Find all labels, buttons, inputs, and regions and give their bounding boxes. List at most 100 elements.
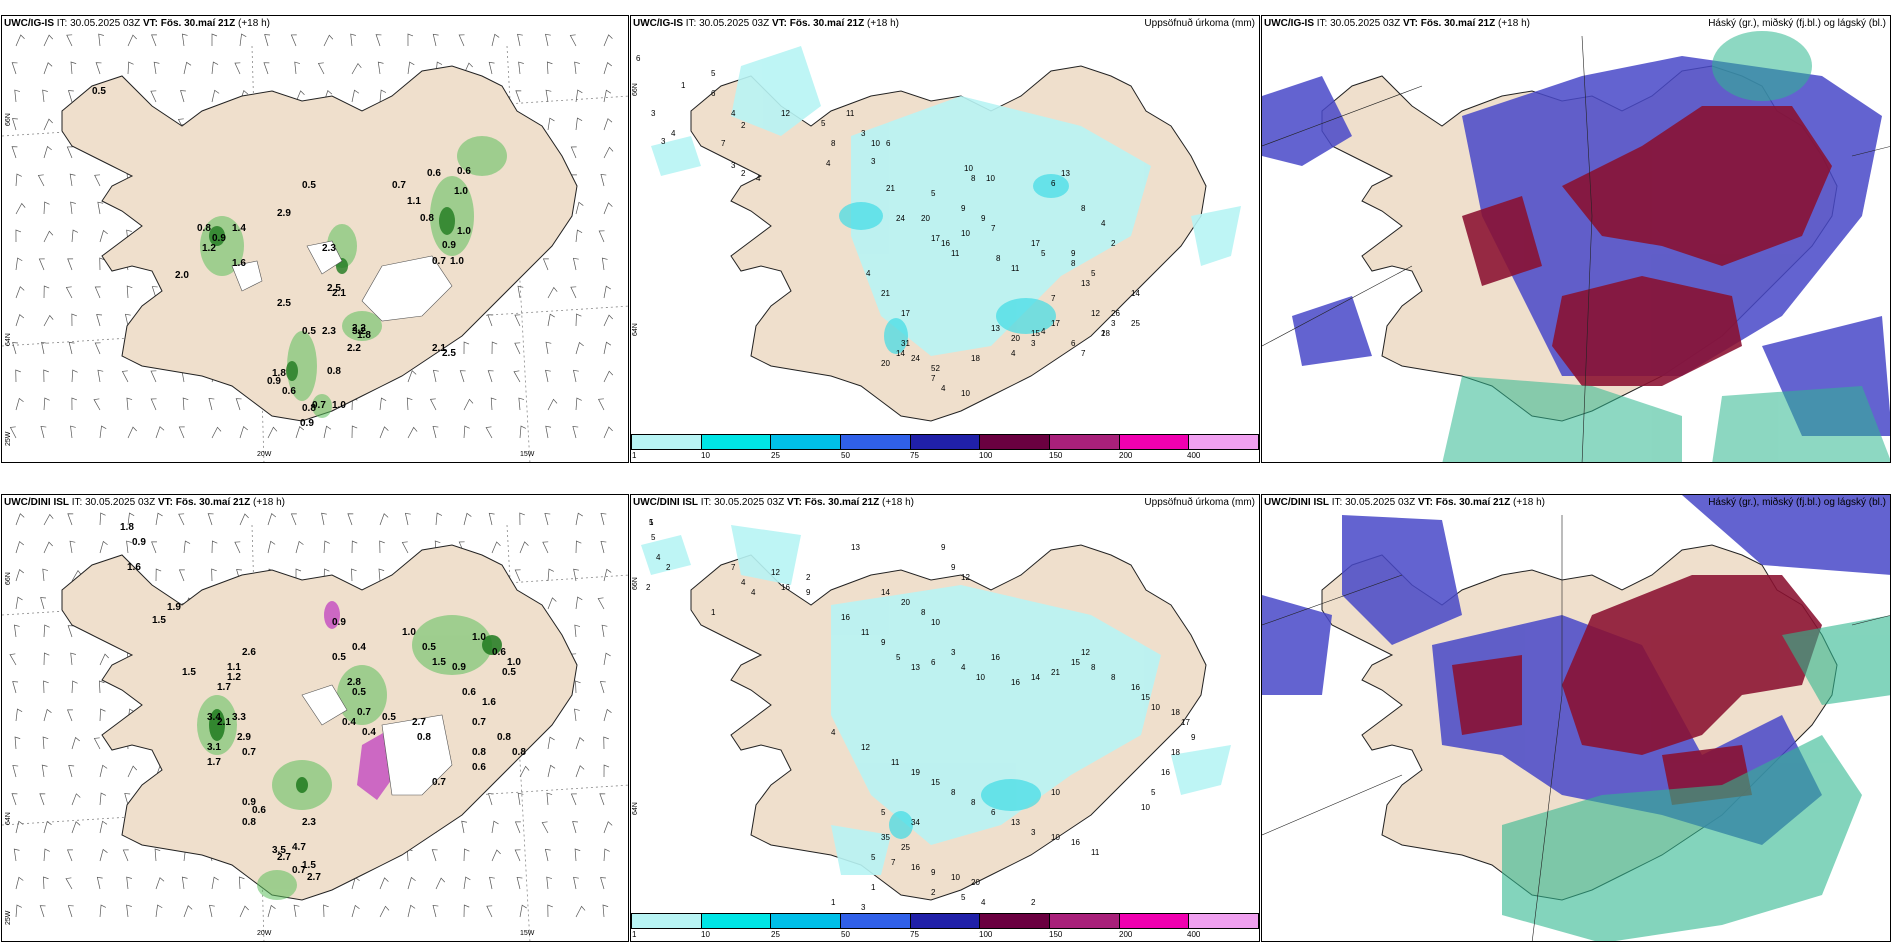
valid-time: Fös. 30.maí 21Z (789, 18, 865, 29)
map-value-label: 0.8 (197, 223, 211, 234)
map-value-label: 3 (1031, 339, 1036, 348)
map-value-label: 16 (1131, 683, 1140, 692)
wind-barb (98, 33, 104, 47)
wind-barb (15, 596, 23, 610)
wind-barb (66, 146, 73, 159)
map-value-label: 20 (881, 359, 890, 368)
map-value-label: 0.9 (442, 240, 456, 251)
wind-barb (574, 708, 580, 722)
wind-barb (40, 425, 47, 439)
map-value-label: 6 (886, 139, 891, 148)
map-value-label: 10 (931, 618, 940, 627)
wind-barb (263, 62, 270, 75)
wind-barb (518, 61, 524, 75)
wind-barb (95, 62, 102, 75)
colorbar-tick: 10 (701, 930, 710, 939)
map-value-label: 0.9 (452, 662, 466, 673)
wind-barb (574, 624, 581, 638)
map-value-label: 10 (961, 229, 970, 238)
map-value-label: 4 (826, 159, 831, 168)
wind-barb (351, 568, 357, 582)
wind-barb (122, 849, 129, 862)
wind-barb (487, 314, 494, 327)
map-value-label: 4 (941, 384, 946, 393)
map-value-label: 4 (656, 553, 661, 562)
map-value-label: 2.2 (352, 323, 366, 334)
lead-time: (+18 h) (1513, 497, 1545, 508)
wind-barb (180, 90, 186, 103)
iceland-land (61, 544, 578, 901)
wind-barb (42, 89, 48, 103)
map-value-label: 17 (1181, 718, 1190, 727)
wind-barb (600, 512, 607, 526)
wind-barb (264, 34, 271, 47)
wind-barb (69, 540, 76, 554)
wind-barb (150, 398, 157, 411)
wind-barb (99, 820, 108, 834)
valid-time: Fös. 30.maí 21Z (1435, 497, 1511, 508)
field-label: Uppsöfnuð úrkoma (mm) (1144, 18, 1255, 29)
wind-barb (14, 89, 21, 103)
map-value-label: 10 (964, 164, 973, 173)
wind-barb (544, 848, 551, 862)
map-value-label: 18 (1101, 329, 1110, 338)
wind-barb (99, 708, 106, 722)
lat-label: 66N (5, 572, 12, 585)
colorbar-tick: 25 (771, 451, 780, 460)
map-value-label: 14 (881, 588, 890, 597)
panel-title: UWC/IG-IS IT: 30.05.2025 03Z VT: Fös. 30… (4, 18, 270, 29)
wind-barb (11, 62, 18, 75)
wind-barb (603, 314, 613, 327)
wind-barb (15, 904, 22, 918)
wind-barb (575, 397, 582, 411)
wind-barb (575, 201, 584, 215)
wind-barb (211, 33, 218, 47)
wind-barb (66, 34, 73, 47)
colorbar-tick: 50 (841, 451, 850, 460)
map-value-label: 4 (731, 109, 736, 118)
wind-map-svg: 0.50.5 0.70.6 0.61.10.81.01.00.90.80.91.41… (2, 33, 628, 462)
wind-barb (43, 314, 54, 327)
lat-label: 66N (5, 113, 12, 126)
wind-barb (546, 792, 553, 806)
wind-barb (43, 513, 54, 526)
wind-barb (96, 314, 103, 327)
model-name: UWC/IG-IS (633, 18, 683, 29)
wind-barb (93, 737, 101, 750)
map-value-label: 15 (931, 778, 940, 787)
map-value-label: 13 (991, 324, 1000, 333)
wind-barb (43, 201, 50, 215)
lon-label: 20W (257, 451, 272, 458)
map-value-label: 14 (1031, 673, 1040, 682)
wind-barb (70, 652, 76, 666)
wind-barb (12, 118, 18, 131)
wind-barb (545, 89, 552, 103)
wind-barb (97, 369, 104, 383)
map-value-label: 0.7 (432, 777, 446, 788)
valid-time: Fös. 30.maí 21Z (175, 497, 251, 508)
wind-barb (238, 876, 245, 890)
colorbar-swatch (1189, 435, 1259, 449)
map-value-label: 0.5 (302, 180, 316, 191)
wind-barb (351, 904, 360, 918)
colorbar-swatch (701, 914, 772, 928)
wind-barb (603, 146, 614, 159)
map-value-label: 7 (931, 374, 936, 383)
map-value-label: 1.1 (407, 196, 421, 207)
wind-barb (99, 540, 108, 554)
map-value-label: 18 (971, 354, 980, 363)
wind-barb (351, 540, 358, 554)
map-value-label: 1.0 (332, 400, 346, 411)
panel-top-right-cloud-map: UWC/IG-IS IT: 30.05.2025 03Z VT: Fös. 30… (1261, 15, 1891, 463)
map-value-label: 1.8 (357, 330, 371, 341)
colorbar-swatch (910, 435, 981, 449)
map-value-label: 6 (711, 89, 716, 98)
map-value-label: 1.8 (120, 522, 134, 533)
map-value-label: 31 (901, 339, 910, 348)
map-value-label: 21 (886, 184, 895, 193)
map-value-label: 15 (1141, 693, 1150, 702)
map-value-label: 0.8 (417, 732, 431, 743)
colorbar-swatch (771, 914, 842, 928)
map-value-label: 0.7 (292, 865, 306, 876)
